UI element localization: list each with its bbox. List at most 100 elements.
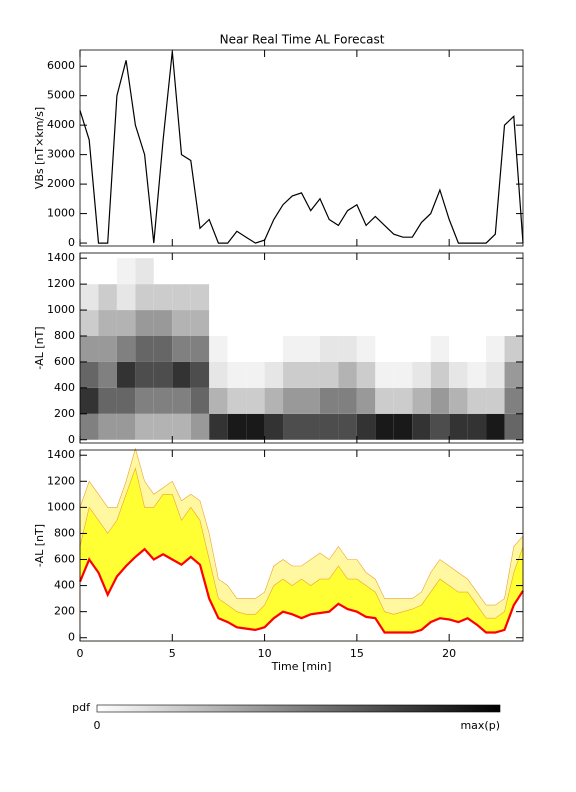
heatmap-cell	[393, 284, 413, 311]
y-tick-label: 200	[54, 407, 75, 420]
heatmap-cell	[449, 310, 468, 337]
heatmap-cell	[246, 258, 265, 285]
heatmap-cell	[172, 387, 191, 414]
heatmap-cell	[209, 413, 228, 440]
heatmap-cell	[486, 310, 505, 337]
heatmap-cell	[227, 336, 247, 362]
heatmap-cell	[80, 310, 99, 337]
heatmap-cell	[227, 361, 247, 388]
heatmap-cell	[153, 258, 173, 285]
heatmap-cell	[227, 258, 247, 285]
heatmap-cell	[412, 284, 431, 311]
colorbar-max: max(p)	[460, 719, 500, 732]
heatmap-cell	[264, 413, 284, 440]
heatmap-cell	[264, 310, 284, 337]
heatmap-cell	[467, 310, 487, 337]
heatmap-cell	[190, 361, 210, 388]
heatmap-cell	[449, 284, 468, 311]
heatmap-cell	[80, 258, 99, 285]
x-tick-label: 0	[77, 647, 84, 660]
heatmap-cell	[190, 387, 210, 414]
heatmap-cell	[283, 258, 302, 285]
plot-frame	[79, 449, 524, 642]
heatmap-cell	[98, 336, 117, 362]
heatmap-cell	[209, 310, 228, 337]
heatmap-cell	[486, 361, 505, 388]
heatmap-cell	[467, 258, 487, 285]
heatmap-cell	[98, 361, 117, 388]
heatmap-cell	[430, 336, 450, 362]
heatmap-cell	[80, 413, 99, 440]
heatmap-cell	[301, 361, 320, 388]
heatmap-cell	[375, 258, 394, 285]
heatmap-cell	[430, 413, 450, 440]
y-tick-label: 600	[54, 355, 75, 368]
heatmap-cell	[467, 284, 487, 311]
heatmap-cell	[449, 413, 468, 440]
heatmap-cell	[486, 258, 505, 285]
y-tick-label: 800	[54, 526, 75, 539]
y-axis-label: -AL [nT]	[33, 326, 46, 369]
y-tick-label: 800	[54, 329, 75, 342]
heatmap-cell	[301, 310, 320, 337]
heatmap-cell	[393, 258, 413, 285]
heatmap-cell	[338, 336, 357, 362]
heatmap-cell	[301, 336, 320, 362]
heatmap-cell	[504, 361, 523, 388]
heatmap-cell	[116, 284, 136, 311]
heatmap-cell	[319, 284, 339, 311]
heatmap-cell	[246, 284, 265, 311]
x-tick-label: 15	[350, 647, 364, 660]
heatmap-cell	[98, 387, 117, 414]
heatmap-cell	[246, 387, 265, 414]
heatmap-cell	[356, 336, 376, 362]
heatmap-cell	[135, 387, 154, 414]
heatmap-cell	[116, 361, 136, 388]
heatmap-cell	[209, 387, 228, 414]
heatmap-cell	[356, 310, 376, 337]
heatmap-cell	[153, 284, 173, 311]
colorbar-min: 0	[94, 719, 101, 732]
x-tick-label: 5	[169, 647, 176, 660]
heatmap-cell	[504, 336, 523, 362]
heatmap-cell	[80, 336, 99, 362]
heatmap-cell	[135, 361, 154, 388]
y-axis-label: -AL [nT]	[33, 524, 46, 567]
y-tick-label: 4000	[47, 118, 75, 131]
heatmap-cell	[153, 387, 173, 414]
heatmap-cell	[264, 361, 284, 388]
heatmap-cell	[264, 258, 284, 285]
heatmap-cell	[430, 387, 450, 414]
heatmap-cell	[338, 258, 357, 285]
heatmap-cell	[449, 361, 468, 388]
heatmap-cell	[467, 413, 487, 440]
heatmap-cell	[486, 387, 505, 414]
heatmap-cell	[319, 387, 339, 414]
heatmap-cell	[98, 413, 117, 440]
y-tick-label: 1000	[47, 207, 75, 220]
heatmap-cell	[190, 413, 210, 440]
plot-frame	[79, 252, 524, 444]
heatmap-cell	[246, 336, 265, 362]
heatmap-cell	[338, 310, 357, 337]
heatmap-cell	[319, 336, 339, 362]
heatmap-cell	[375, 310, 394, 337]
heatmap-cell	[98, 310, 117, 337]
heatmap-cell	[172, 258, 191, 285]
heatmap-cell	[190, 284, 210, 311]
heatmap-cell	[153, 336, 173, 362]
y-tick-label: 0	[68, 236, 75, 249]
heatmap-cell	[98, 258, 117, 285]
heatmap-cell	[504, 310, 523, 337]
heatmap-cell	[338, 387, 357, 414]
heatmap-cell	[264, 387, 284, 414]
heatmap-cell	[246, 310, 265, 337]
heatmap-cell	[209, 336, 228, 362]
heatmap-cell	[338, 413, 357, 440]
heatmap-cell	[209, 284, 228, 311]
chart-title: Near Real Time AL Forecast	[220, 33, 385, 47]
heatmap-cell	[319, 361, 339, 388]
y-axis-label: VBs [nT×km/s]	[33, 107, 46, 189]
y-tick-label: 1000	[47, 500, 75, 513]
heatmap-cell	[504, 258, 523, 285]
